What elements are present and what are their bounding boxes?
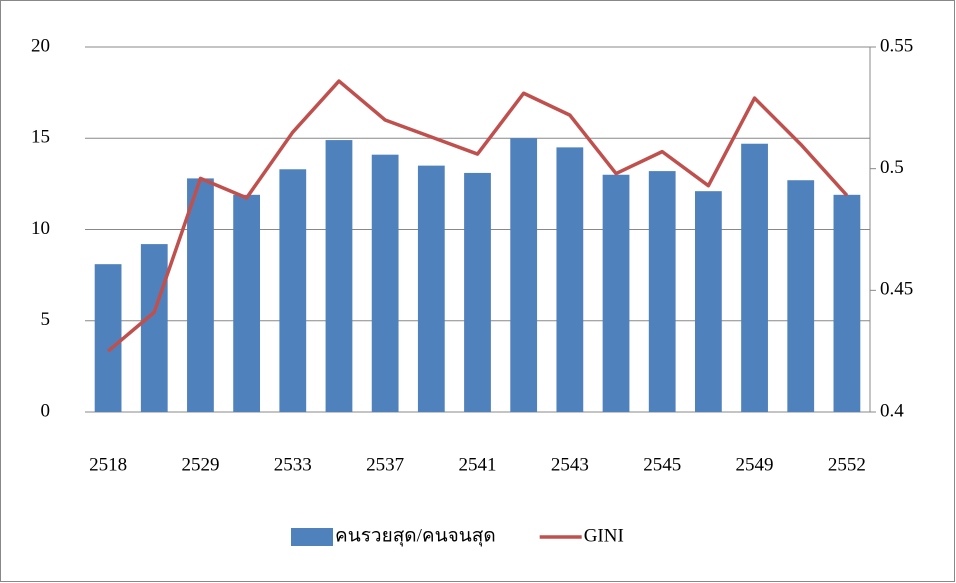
- bar: [187, 178, 214, 412]
- y2-tick-label: 0.55: [880, 35, 913, 56]
- bar: [787, 180, 815, 412]
- bar: [648, 171, 676, 412]
- y2-tick-label: 0.4: [880, 400, 904, 421]
- line: [106, 79, 849, 353]
- bar: [279, 169, 307, 412]
- bar: [325, 140, 353, 412]
- bar: [464, 172, 491, 412]
- x-tick-label: 2549: [736, 454, 774, 475]
- bar: [371, 154, 399, 413]
- bar: [602, 174, 630, 412]
- x-tick-label: 2537: [366, 454, 404, 475]
- bar: [833, 194, 861, 412]
- x-tick-label: 2533: [274, 454, 312, 475]
- y2-tick-label: 0.5: [880, 157, 904, 178]
- y-tick-label: 10: [31, 218, 50, 239]
- bar: [741, 143, 768, 412]
- x-tick-label: 2552: [828, 454, 866, 475]
- bar: [233, 194, 261, 412]
- bar: [556, 147, 584, 412]
- x-tick-label: 2541: [459, 454, 497, 475]
- bar: [140, 244, 168, 412]
- bar: [94, 264, 122, 412]
- y-tick-label: 5: [41, 309, 51, 330]
- y-tick-label: 0: [41, 400, 51, 421]
- x-tick-label: 2529: [181, 454, 219, 475]
- x-tick-label: 2543: [551, 454, 589, 475]
- y-tick-label: 20: [31, 35, 50, 56]
- bar: [694, 191, 722, 412]
- x-tick-label: 2518: [89, 454, 127, 475]
- bar: [510, 138, 538, 412]
- legend-label: คนรวยสุด/คนจนสุด: [335, 525, 496, 547]
- legend-label: GINI: [584, 525, 624, 546]
- bar: [417, 165, 445, 412]
- legend-swatch: [291, 528, 333, 546]
- y2-tick-label: 0.45: [880, 279, 913, 300]
- x-tick-label: 2545: [643, 454, 681, 475]
- y-tick-label: 15: [31, 127, 50, 148]
